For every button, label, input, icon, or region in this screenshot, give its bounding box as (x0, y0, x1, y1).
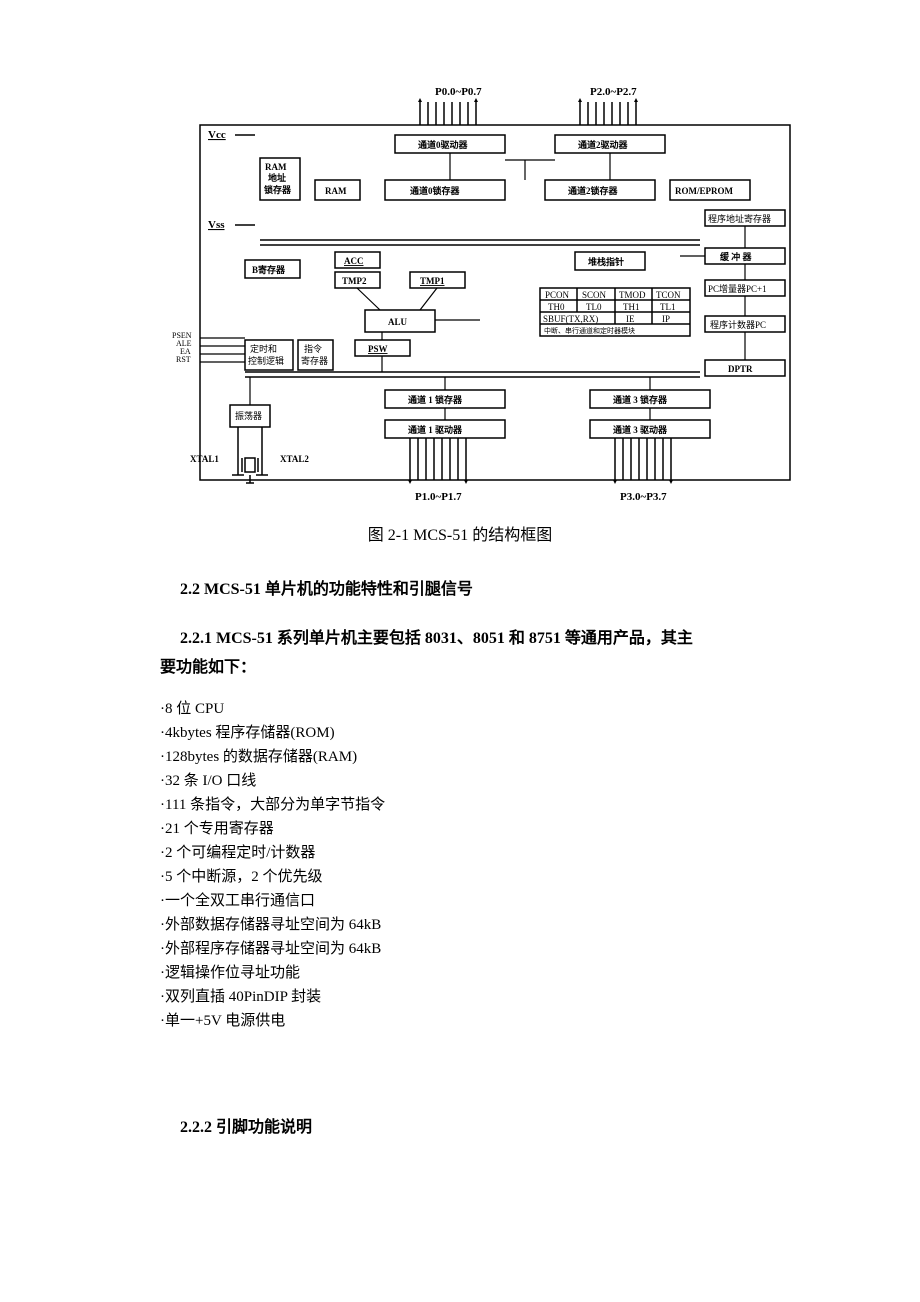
drv0-box: 通道0驱动器 (418, 139, 469, 150)
vcc-label: Vcc (208, 129, 226, 141)
section-2-2-heading: 2.2 MCS-51 单片机的功能特性和引腿信号 (180, 575, 760, 599)
svg-text:IP: IP (662, 314, 670, 324)
psw-box: PSW (368, 344, 388, 354)
sfr-block: PCON SCON TMOD TCON TH0 TL0 TH1 TL1 SBUF… (540, 288, 690, 336)
latch3-box: 通道 3 锁存器 (613, 394, 668, 405)
list-item: 逻辑操作位寻址功能 (160, 961, 760, 985)
list-item: 单一+5V 电源供电 (160, 1009, 760, 1033)
svg-text:寄存器: 寄存器 (301, 355, 328, 366)
section-2-2-2-heading: 2.2.2 引脚功能说明 (180, 1113, 760, 1137)
svg-text:P2.0~P2.7: P2.0~P2.7 (590, 86, 637, 98)
list-item: 21 个专用寄存器 (160, 817, 760, 841)
b-reg-box: B寄存器 (252, 264, 286, 275)
list-item: 32 条 I/O 口线 (160, 769, 760, 793)
svg-text:地址: 地址 (268, 172, 286, 183)
list-item: 8 位 CPU (160, 697, 760, 721)
dptr-box: DPTR (728, 364, 753, 374)
figure-block: .bx{fill:#fff;stroke:#000;stroke-width:1… (160, 80, 760, 545)
mcs51-block-diagram: .bx{fill:#fff;stroke:#000;stroke-width:1… (160, 80, 800, 510)
svg-text:IE: IE (626, 314, 635, 324)
list-item: 双列直插 40PinDIP 封装 (160, 985, 760, 1009)
svg-text:锁存器: 锁存器 (264, 184, 292, 195)
svg-text:TH0: TH0 (548, 302, 565, 312)
list-item: 111 条指令，大部分为单字节指令 (160, 793, 760, 817)
svg-text:TMOD: TMOD (619, 290, 646, 300)
svg-text:中断、串行通道和定时器模块: 中断、串行通道和定时器模块 (544, 326, 635, 335)
alu-box: ALU (388, 317, 408, 327)
list-item: 128bytes 的数据存储器(RAM) (160, 745, 760, 769)
p3-pins: P3.0~P3.7 (613, 438, 673, 503)
pc-box: 程序计数器PC (710, 319, 766, 330)
svg-text:SBUF(TX,RX): SBUF(TX,RX) (543, 314, 598, 324)
ram-addr-box: RAM (265, 162, 287, 172)
svg-text:TL1: TL1 (660, 302, 676, 312)
left-ctrl-pins: PSEN ALE EA RST (172, 331, 245, 364)
sp-box: 堆栈指针 (588, 256, 624, 267)
list-item: 4kbytes 程序存储器(ROM) (160, 721, 760, 745)
p2-pins: P2.0~P2.7 (578, 86, 638, 125)
drv1-box: 通道 1 驱动器 (408, 424, 463, 435)
prog-addr-box: 程序地址寄存器 (708, 213, 771, 224)
xtal1-label: XTAL1 (190, 454, 219, 464)
svg-text:P3.0~P3.7: P3.0~P3.7 (620, 491, 667, 503)
p0-pins: P0.0~P0.7 (418, 86, 482, 125)
latch2-box: 通道2锁存器 (568, 185, 619, 196)
svg-text:RST: RST (176, 355, 191, 364)
p1-pins: P1.0~P1.7 (408, 438, 468, 503)
svg-text:PCON: PCON (545, 290, 570, 300)
tmp2-box: TMP2 (342, 276, 367, 286)
svg-text:P1.0~P1.7: P1.0~P1.7 (415, 491, 462, 503)
xtal2-label: XTAL2 (280, 454, 309, 464)
list-item: 5 个中断源，2 个优先级 (160, 865, 760, 889)
list-item: 2 个可编程定时/计数器 (160, 841, 760, 865)
drv3-box: 通道 3 驱动器 (613, 424, 668, 435)
svg-text:控制逻辑: 控制逻辑 (248, 355, 284, 366)
rom-box: ROM/EPROM (675, 186, 733, 196)
pc-inc-box: PC增量器PC+1 (708, 283, 767, 294)
drv2-box: 通道2驱动器 (578, 139, 629, 150)
svg-text:TH1: TH1 (623, 302, 640, 312)
ram-box: RAM (325, 186, 347, 196)
instr-box: 指令 (304, 343, 322, 354)
acc-box: ACC (344, 256, 364, 266)
vss-label: Vss (208, 219, 225, 231)
svg-text:TL0: TL0 (586, 302, 602, 312)
latch1-box: 通道 1 锁存器 (408, 394, 463, 405)
osc-box: 振荡器 (235, 410, 262, 421)
latch0-box: 通道0锁存器 (410, 185, 461, 196)
timing-box: 定时和 (250, 343, 277, 354)
list-item: 外部程序存储器寻址空间为 64kB (160, 937, 760, 961)
tmp1-box: TMP1 (420, 276, 445, 286)
feature-list: 8 位 CPU 4kbytes 程序存储器(ROM) 128bytes 的数据存… (160, 697, 760, 1033)
figure-caption: 图 2-1 MCS-51 的结构框图 (160, 521, 760, 545)
section-2-2-1-heading: 2.2.1 MCS-51 系列单片机主要包括 8031、8051 和 8751 … (180, 625, 760, 683)
svg-text:SCON: SCON (582, 290, 607, 300)
list-item: 外部数据存储器寻址空间为 64kB (160, 913, 760, 937)
list-item: 一个全双工串行通信口 (160, 889, 760, 913)
svg-text:TCON: TCON (656, 290, 681, 300)
svg-text:P0.0~P0.7: P0.0~P0.7 (435, 86, 482, 98)
buf-box: 缓 冲 器 (720, 251, 753, 262)
